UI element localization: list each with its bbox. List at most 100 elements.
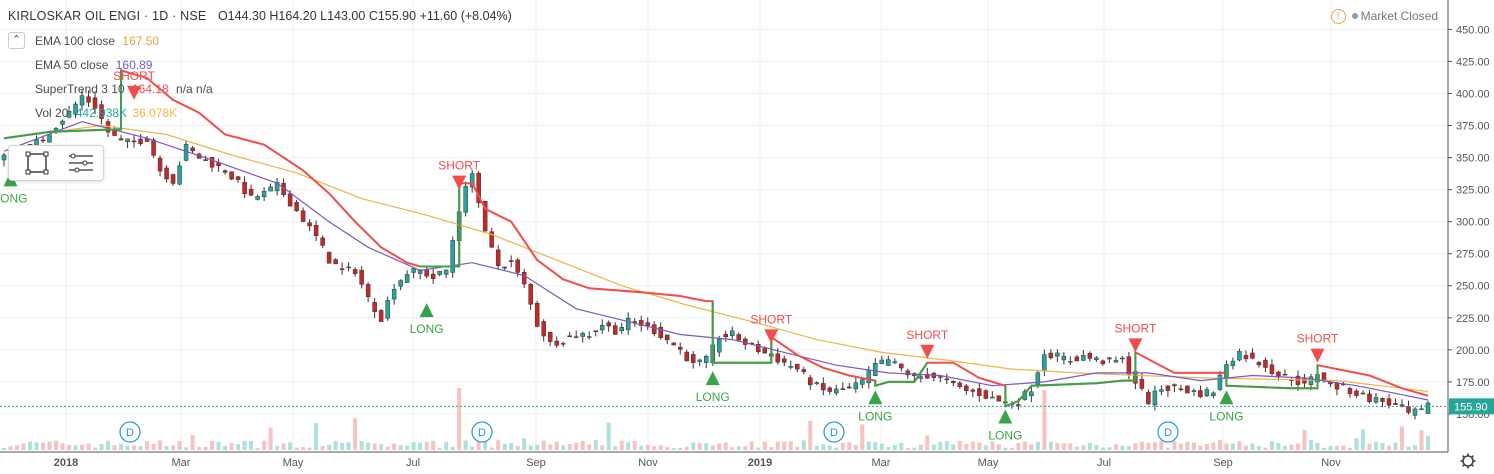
volume-bar — [860, 424, 865, 450]
volume-bar — [736, 446, 741, 450]
volume-bar — [177, 440, 182, 450]
volume-bar — [1269, 441, 1274, 450]
vol-value: 442.938K — [75, 106, 128, 120]
volume-bar — [957, 440, 962, 450]
warning-icon: ! — [1330, 9, 1346, 25]
volume-bar — [931, 444, 936, 450]
volume-bar — [840, 442, 845, 450]
volume-bar — [1081, 445, 1086, 450]
volume-bar — [1016, 442, 1021, 450]
candle-body — [573, 336, 579, 338]
candle-body — [229, 171, 234, 180]
volume-bar — [1048, 441, 1053, 450]
volume-bar — [925, 435, 930, 450]
drawing-toolbox — [8, 145, 104, 181]
short-label: SHORT — [750, 312, 792, 326]
volume-bars — [2, 388, 1430, 450]
volume-bar — [697, 442, 702, 450]
candle-body — [515, 259, 520, 273]
candle-body — [1354, 390, 1359, 396]
time-tick-label: Jul — [406, 457, 420, 469]
candle-body — [1334, 382, 1340, 390]
candle-body — [1237, 351, 1242, 361]
dividend-marker: D — [823, 421, 845, 443]
candle-body — [677, 346, 683, 350]
price-tick-label: 225.00 — [1456, 313, 1490, 325]
legend-ema50[interactable]: EMA 50 close 160.89 — [35, 58, 152, 72]
volume-bar — [1341, 445, 1346, 450]
long-label: LONG — [1209, 409, 1243, 423]
ema100-label: EMA 100 close — [35, 34, 116, 48]
candle-body — [1347, 388, 1353, 394]
volume-bar — [892, 445, 897, 450]
volume-bar — [41, 442, 46, 450]
volume-bar — [762, 441, 767, 450]
candle-body — [118, 138, 124, 141]
volume-bar — [970, 441, 975, 450]
list-settings-icon[interactable] — [63, 149, 97, 177]
dividend-label: D — [1164, 427, 1172, 439]
volume-bar — [340, 443, 345, 450]
candle-body — [541, 321, 546, 337]
volume-bar — [210, 440, 215, 450]
price-tick-label: 300.00 — [1456, 217, 1490, 229]
candle-body — [47, 134, 52, 143]
candle-body — [944, 378, 950, 381]
candle-body — [625, 317, 631, 331]
candle-body — [528, 283, 533, 305]
candle-body — [703, 356, 709, 363]
volume-bar — [379, 444, 384, 450]
volume-bar — [197, 446, 202, 450]
volume-bar — [1367, 443, 1372, 450]
price-axis[interactable]: 450.00 425.00 400.00 375.00 350.00 325.00 300.… — [1447, 0, 1494, 474]
chevron-up-icon[interactable]: ⌃ — [8, 32, 25, 49]
market-status[interactable]: ! Market Closed — [1330, 9, 1438, 25]
rectangle-select-icon[interactable] — [21, 149, 55, 177]
candle-body — [606, 322, 611, 327]
symbol-header: KIRLOSKAR OIL ENGI · 1D · NSE O144.30 H1… — [8, 9, 512, 23]
volume-bar — [658, 445, 663, 450]
candle-body — [209, 157, 215, 168]
volume-bar — [184, 447, 189, 450]
legend-ema100[interactable]: EMA 100 close 167.50 — [35, 34, 159, 48]
volume-bar — [879, 443, 884, 450]
volume-bar — [138, 446, 143, 450]
candle-body — [547, 332, 553, 342]
volume-bar — [99, 443, 104, 450]
candle-body — [1068, 361, 1073, 363]
long-label: LONG — [988, 429, 1022, 443]
volume-bar — [1237, 441, 1242, 450]
volume-bar — [457, 388, 462, 450]
ohlc-low: L143.00 — [320, 9, 366, 23]
candle-body — [762, 348, 768, 354]
volume-bar — [314, 423, 319, 450]
candle-body — [892, 361, 898, 364]
volume-bar — [1354, 438, 1359, 450]
candle-body — [307, 222, 312, 227]
legend-volume[interactable]: Vol 20 442.938K 36.078K — [35, 106, 177, 120]
ohlc-change: +11.60 (+8.04%) — [419, 9, 512, 23]
candle-body — [671, 342, 676, 346]
short-label: SHORT — [1114, 321, 1156, 335]
candle-body — [1425, 402, 1431, 414]
time-tick-label: Nov — [1321, 457, 1341, 469]
candle-body — [99, 104, 104, 119]
volume-bar — [1347, 447, 1352, 450]
volume-bar — [1035, 441, 1040, 450]
time-axis[interactable]: 2018 Mar May Jul Sep Nov 2019 Mar May Jul Sep Nov — [0, 451, 1476, 469]
volume-bar — [827, 445, 832, 450]
volume-bar — [847, 442, 852, 450]
volume-bar — [275, 445, 280, 450]
volume-bar — [886, 447, 891, 450]
volume-bar — [73, 445, 78, 450]
volume-bar — [223, 446, 228, 450]
vol-ma-value: 36.078K — [132, 106, 178, 120]
volume-bar — [704, 443, 709, 450]
candle-body — [352, 269, 358, 274]
volume-bar — [1211, 442, 1216, 450]
ohlc-close: C155.90 — [368, 9, 417, 23]
legend-supertrend[interactable]: SuperTrend 3 10 164.18 n/a n/a — [35, 82, 213, 96]
short-label: SHORT — [113, 69, 155, 83]
